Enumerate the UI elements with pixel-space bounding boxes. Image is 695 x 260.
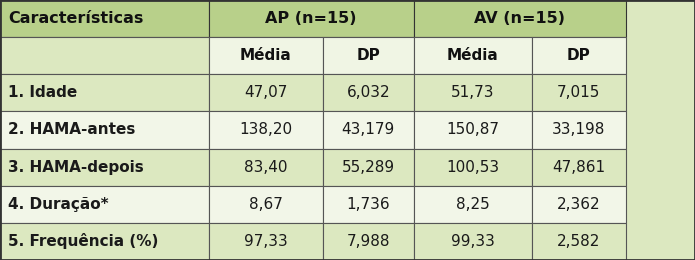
Bar [532,148,626,186]
Bar [532,112,626,148]
Text: 47,07: 47,07 [244,85,288,100]
Bar [0,112,208,148]
Text: DP: DP [357,48,380,63]
Text: 97,33: 97,33 [244,234,288,249]
Text: 1. Idade: 1. Idade [8,85,78,100]
Bar [208,37,323,74]
Text: 1,736: 1,736 [347,197,390,212]
Text: 8,25: 8,25 [456,197,489,212]
Text: 55,289: 55,289 [342,160,395,175]
Bar [0,186,208,223]
Bar [208,223,323,260]
Bar [208,0,414,37]
Bar [0,37,208,74]
Text: DP: DP [566,48,591,63]
Bar [323,112,414,148]
Bar [0,223,208,260]
Text: 2,362: 2,362 [557,197,600,212]
Text: 138,20: 138,20 [239,122,293,138]
Bar [323,74,414,112]
Bar [208,74,323,112]
Text: Média: Média [447,48,498,63]
Text: 7,988: 7,988 [347,234,390,249]
Text: 2. HAMA-antes: 2. HAMA-antes [8,122,136,138]
Bar [414,186,532,223]
Text: AV (n=15): AV (n=15) [474,11,565,26]
Bar [208,148,323,186]
Bar [532,37,626,74]
Bar [323,148,414,186]
Bar [532,223,626,260]
Text: 4. Duração*: 4. Duração* [8,197,109,212]
Text: 6,032: 6,032 [347,85,390,100]
Bar [0,0,208,37]
Text: 47,861: 47,861 [552,160,605,175]
Bar [414,0,626,37]
Text: 100,53: 100,53 [446,160,499,175]
Text: 2,582: 2,582 [557,234,600,249]
Text: Média: Média [240,48,292,63]
Bar [208,112,323,148]
Text: 7,015: 7,015 [557,85,600,100]
Bar [323,186,414,223]
Text: Características: Características [8,11,144,26]
Text: 5. Frequência (%): 5. Frequência (%) [8,233,158,249]
Text: 43,179: 43,179 [342,122,395,138]
Bar [0,148,208,186]
Text: 150,87: 150,87 [446,122,499,138]
Bar [414,37,532,74]
Bar [414,223,532,260]
Bar [323,37,414,74]
Bar [208,186,323,223]
Bar [414,112,532,148]
Bar [323,223,414,260]
Text: 3. HAMA-depois: 3. HAMA-depois [8,160,144,175]
Text: 51,73: 51,73 [451,85,494,100]
Bar [414,74,532,112]
Bar [414,148,532,186]
Text: 99,33: 99,33 [450,234,495,249]
Bar [532,186,626,223]
Bar [0,74,208,112]
Text: 83,40: 83,40 [244,160,288,175]
Text: 33,198: 33,198 [552,122,605,138]
Text: AP (n=15): AP (n=15) [265,11,357,26]
Text: 8,67: 8,67 [249,197,283,212]
Bar [532,74,626,112]
